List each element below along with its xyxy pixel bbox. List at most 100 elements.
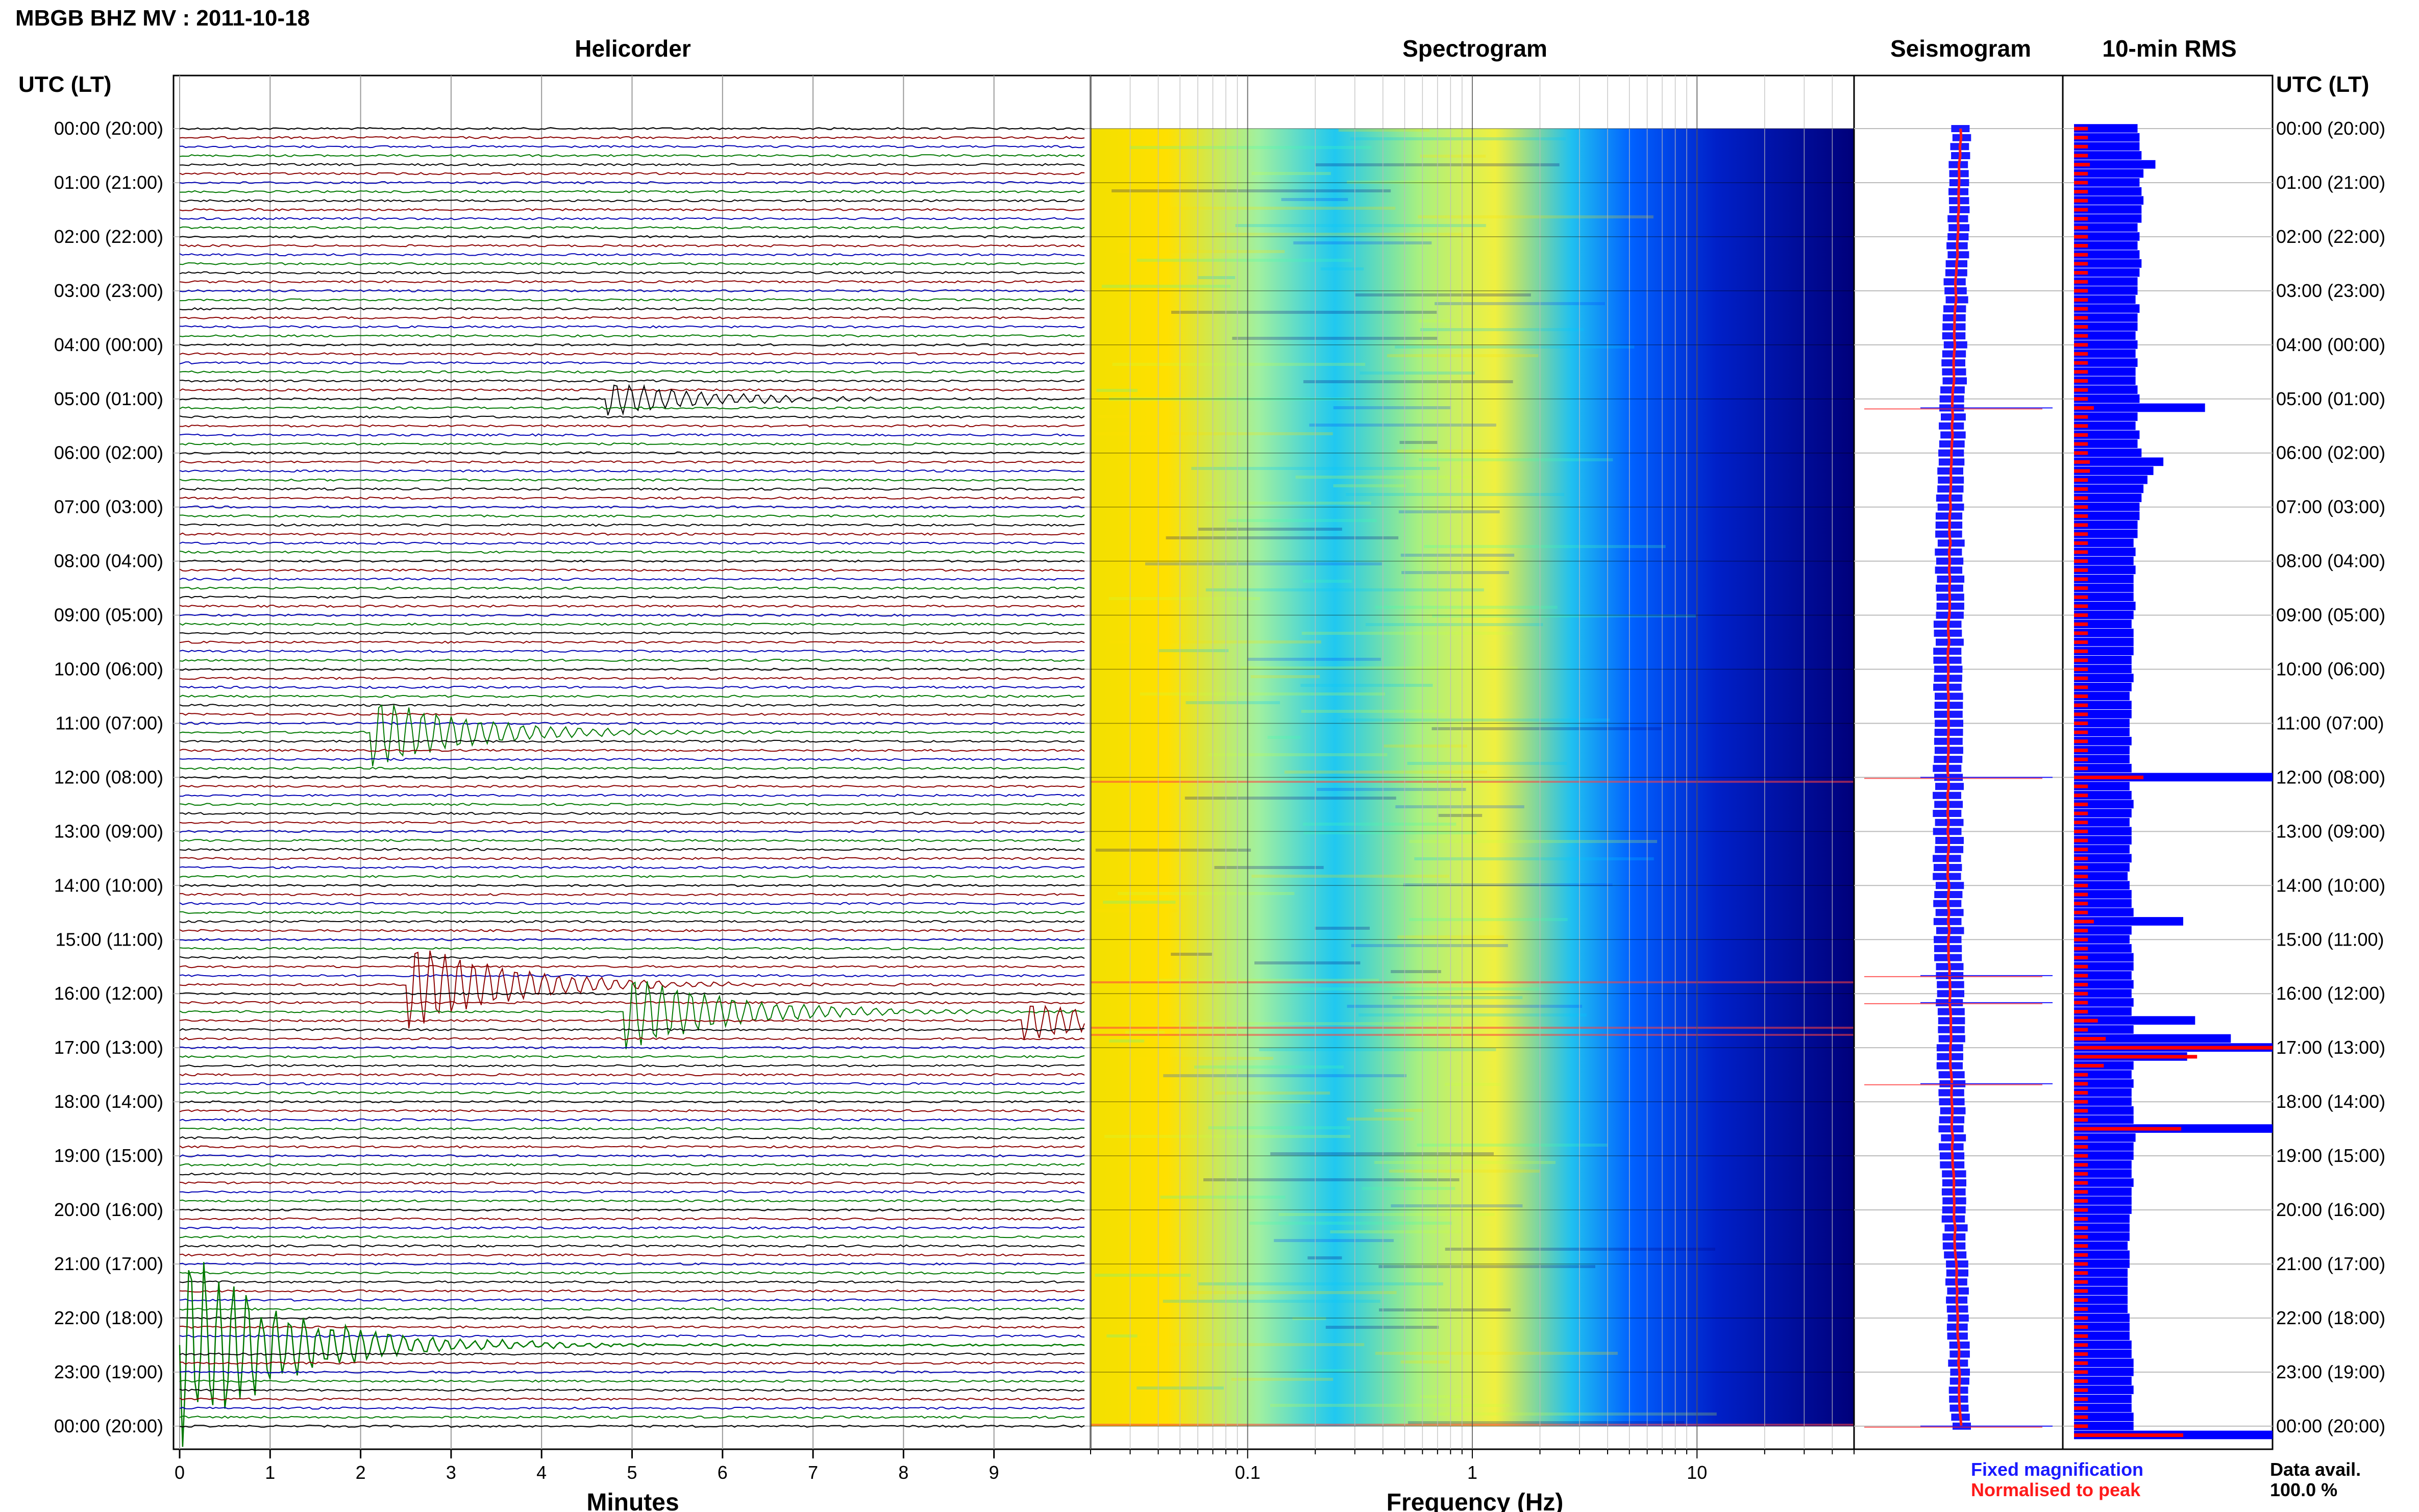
spectrogram-band: [1302, 580, 1352, 583]
spectrogram-band: [1400, 554, 1515, 557]
rms-bar-fixed: [2074, 403, 2205, 412]
spectrogram-band: [1096, 389, 1138, 392]
helicorder-trace: [179, 523, 1084, 527]
rms-bar-fixed: [2074, 872, 2128, 881]
helicorder-x-ticks: 0 1 2 3 4 5 6 7 8 9: [175, 1449, 999, 1483]
rms-bar-fixed: [2074, 619, 2132, 629]
minute-tick-label: 7: [808, 1462, 818, 1483]
rms-bar-fixed: [2074, 1368, 2134, 1376]
helicorder-trace: [179, 902, 1085, 905]
rms-bar-normalised: [2074, 460, 2090, 464]
data-availability-label: Data avail.: [2270, 1459, 2361, 1480]
helicorder-trace: [179, 280, 1085, 284]
spectrogram-band: [1330, 1230, 1464, 1233]
rms-bar-fixed: [2074, 529, 2138, 538]
helicorder-trace: [179, 1289, 1085, 1293]
data-availability-value: 100.0 %: [2270, 1479, 2337, 1500]
spectrogram-band: [1320, 267, 1364, 270]
spectrogram-title: Spectrogram: [1402, 35, 1547, 62]
rms-bar-fixed: [2074, 1205, 2132, 1214]
helicorder-trace: [179, 604, 1085, 608]
helicorder-trace: [179, 307, 1085, 311]
spectrogram-band: [1350, 137, 1566, 140]
spectrogram-band: [1109, 640, 1321, 643]
rms-bar-fixed: [2074, 637, 2134, 647]
rms-bar-fixed: [2074, 448, 2142, 457]
helicorder-trace: [179, 1136, 1085, 1139]
rms-bar-fixed: [2074, 385, 2138, 394]
rms-bar-normalised: [2074, 1055, 2198, 1059]
spectrogram-band: [1432, 614, 1696, 617]
rms-bar-normalised: [2074, 1100, 2088, 1104]
rms-bar-normalised: [2074, 631, 2088, 635]
spectrogram-band: [1420, 328, 1584, 331]
rms-bar-fixed: [2074, 1313, 2130, 1322]
helicorder-trace: [179, 1199, 1085, 1203]
helicorder-trace: [179, 514, 1085, 518]
helicorder-trace: [179, 163, 1085, 166]
spectrogram-band: [1301, 632, 1513, 635]
rms-bar-normalised: [2074, 1046, 2273, 1050]
helicorder-trace: [179, 1154, 1085, 1158]
spectrogram-band: [1163, 1300, 1380, 1303]
spectrogram-band: [1295, 476, 1475, 479]
rms-bar-normalised: [2074, 397, 2088, 401]
spectrogram-band: [1109, 1039, 1145, 1043]
spectrogram-band: [1198, 276, 1236, 279]
row-label-left: 05:00 (01:00): [54, 388, 163, 409]
helicorder-trace: [179, 650, 1084, 653]
rms-bar-fixed: [2074, 800, 2134, 809]
minute-tick-label: 9: [989, 1462, 999, 1483]
spectrogram-band: [1435, 302, 1605, 305]
rms-bar-fixed: [2074, 286, 2138, 295]
row-label-right: 17:00 (13:00): [2276, 1037, 2385, 1058]
row-label-right: 00:00 (20:00): [2276, 1416, 2385, 1436]
spectrogram-band: [1434, 1412, 1717, 1416]
helicorder-trace: [179, 1181, 1085, 1185]
rms-bar-fixed: [2074, 394, 2140, 403]
spectrogram-band: [1418, 215, 1653, 218]
spectrogram-band: [1374, 1109, 1424, 1112]
spectrogram-band: [1296, 1369, 1357, 1372]
rms-bar-normalised: [2074, 1361, 2088, 1365]
rms-bar-fixed: [2074, 205, 2142, 214]
rms-bar-fixed: [2074, 1395, 2132, 1403]
helicorder-trace: [179, 830, 1085, 833]
helicorder-trace: [179, 1370, 1085, 1374]
helicorder-trace: [179, 316, 1085, 319]
helicorder-trace: [179, 1416, 1085, 1419]
helicorder-trace: [179, 199, 1085, 203]
rms-bar-normalised: [2074, 424, 2088, 428]
rms-bar-normalised: [2074, 1325, 2088, 1329]
spectrogram-band: [1398, 510, 1500, 513]
rms-bar-fixed: [2074, 457, 2164, 466]
spectrogram-band: [1128, 1057, 1273, 1060]
rms-bars: [2074, 124, 2273, 1440]
spectrogram-band: [1241, 666, 1518, 670]
rms-bar-normalised: [2074, 1271, 2088, 1275]
rms-bar-fixed: [2074, 998, 2134, 1007]
rms-bar-normalised: [2074, 1163, 2088, 1167]
spectrogram-band: [1407, 762, 1567, 765]
spectrogram-band: [1190, 1022, 1445, 1025]
helicorder-title: Helicorder: [575, 35, 691, 62]
rms-bar-fixed: [2074, 971, 2132, 980]
rms-bar-fixed: [2074, 926, 2132, 935]
spectrogram-band: [1184, 797, 1396, 800]
helicorder-trace: [179, 1280, 1085, 1284]
spectrogram-band: [1137, 259, 1352, 262]
rms-bar-normalised: [2074, 667, 2088, 672]
helicorder-trace: [179, 361, 1085, 365]
rms-bar-normalised: [2074, 848, 2088, 852]
rms-bar-normalised: [2074, 649, 2088, 653]
spectrogram-band: [1399, 441, 1438, 444]
helicorder-trace: [179, 1352, 1085, 1356]
rms-bar-normalised: [2074, 379, 2088, 383]
spectrogram-band: [1392, 996, 1523, 999]
spectrogram-band: [1391, 1204, 1523, 1207]
spectrogram-band: [1384, 745, 1467, 748]
rms-bar-fixed: [2074, 484, 2144, 493]
row-label-left: 17:00 (13:00): [54, 1037, 163, 1058]
helicorder-trace: [179, 343, 1085, 346]
rms-bar-normalised: [2074, 154, 2088, 158]
